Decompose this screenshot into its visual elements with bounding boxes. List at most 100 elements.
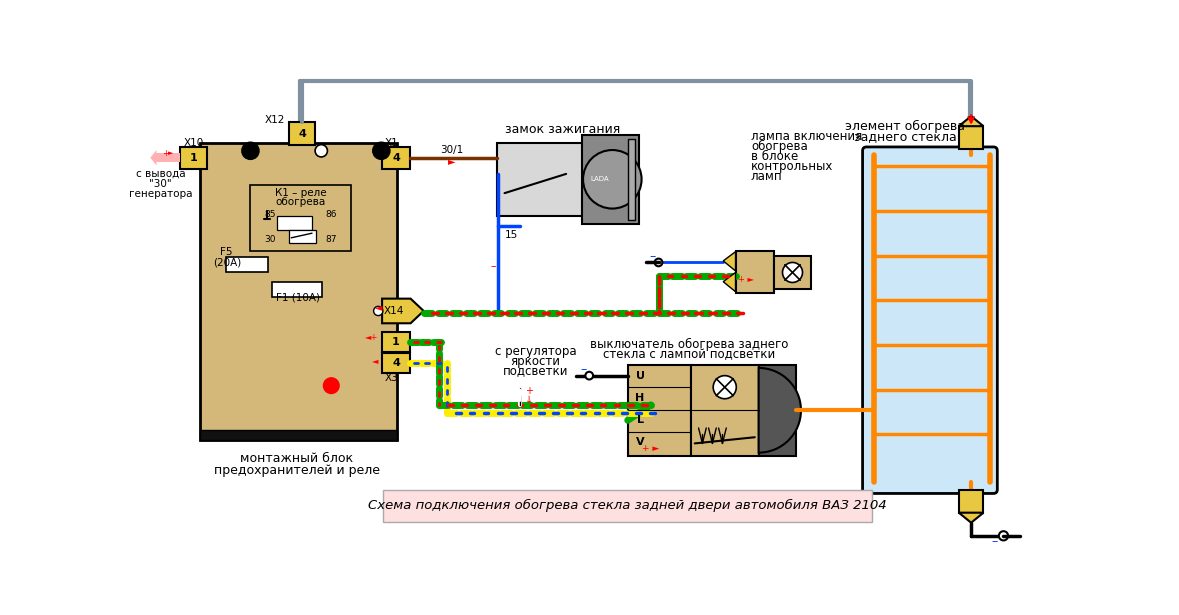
Polygon shape xyxy=(723,272,736,292)
Text: яркости: яркости xyxy=(511,354,560,368)
Bar xyxy=(382,147,410,169)
Text: X12: X12 xyxy=(265,115,285,125)
Text: ►: ► xyxy=(448,156,456,166)
Bar xyxy=(775,256,811,288)
Text: обогрева: обогрева xyxy=(751,140,808,154)
Text: заднего стекла: заднего стекла xyxy=(854,130,956,143)
Bar xyxy=(383,490,871,522)
Text: генератора: генератора xyxy=(129,189,192,199)
Text: +: + xyxy=(163,149,169,157)
Text: элемент обогрева: элемент обогрева xyxy=(845,120,964,133)
Bar xyxy=(272,282,322,297)
Text: стекла с лампой подсветки: стекла с лампой подсветки xyxy=(604,348,776,362)
Circle shape xyxy=(654,258,663,266)
Text: ►: ► xyxy=(167,150,173,156)
Polygon shape xyxy=(382,299,423,323)
Bar xyxy=(250,186,350,251)
Bar xyxy=(627,365,691,456)
Text: LADA: LADA xyxy=(590,177,608,182)
Circle shape xyxy=(323,378,340,394)
Text: –: – xyxy=(490,261,496,271)
Text: 1: 1 xyxy=(190,153,197,163)
Text: монтажный блок: монтажный блок xyxy=(241,452,354,466)
Bar xyxy=(627,139,635,220)
Circle shape xyxy=(373,142,390,159)
Bar xyxy=(382,353,410,373)
Bar xyxy=(382,331,410,352)
Text: ◄: ◄ xyxy=(371,355,378,365)
Text: 30/1: 30/1 xyxy=(441,145,463,155)
Polygon shape xyxy=(157,153,179,162)
Text: обогрева: обогрева xyxy=(276,197,325,207)
FancyBboxPatch shape xyxy=(863,147,997,493)
Text: с вывода: с вывода xyxy=(136,169,185,179)
Text: 87: 87 xyxy=(325,235,337,244)
Text: U: U xyxy=(635,371,645,381)
Text: (20А): (20А) xyxy=(213,258,242,268)
Text: F5: F5 xyxy=(219,247,232,258)
Bar xyxy=(226,257,268,272)
Circle shape xyxy=(242,142,259,159)
Circle shape xyxy=(584,150,641,208)
Text: H: H xyxy=(635,393,645,403)
Text: в блоке: в блоке xyxy=(751,151,798,164)
Text: L: L xyxy=(637,415,644,426)
Circle shape xyxy=(315,145,328,157)
Text: К1 – реле: К1 – реле xyxy=(275,188,327,198)
Text: –: – xyxy=(992,536,999,549)
Circle shape xyxy=(999,531,1008,541)
Text: выключатель обогрева заднего: выключатель обогрева заднего xyxy=(591,338,789,351)
Circle shape xyxy=(585,372,593,379)
Polygon shape xyxy=(151,150,157,165)
Text: X14: X14 xyxy=(383,306,404,316)
Circle shape xyxy=(783,263,803,282)
Text: 30: 30 xyxy=(264,235,276,244)
Bar xyxy=(179,147,208,169)
Bar xyxy=(277,216,312,230)
Bar xyxy=(736,251,775,293)
Polygon shape xyxy=(959,116,983,126)
Bar xyxy=(496,143,605,216)
Bar xyxy=(691,365,758,456)
Bar xyxy=(959,126,983,149)
Text: предохранителей и реле: предохранителей и реле xyxy=(213,464,380,477)
Text: 86: 86 xyxy=(325,210,337,219)
Text: F1 (10А): F1 (10А) xyxy=(276,292,321,302)
Circle shape xyxy=(374,306,383,315)
Text: контрольных: контрольных xyxy=(751,161,834,173)
Text: лампа включения: лампа включения xyxy=(751,130,862,143)
Text: "30": "30" xyxy=(149,179,172,189)
Text: + ►: + ► xyxy=(643,444,659,453)
Text: 4: 4 xyxy=(391,359,400,368)
Text: 15: 15 xyxy=(505,231,518,240)
Text: ◄: ◄ xyxy=(375,302,382,312)
Text: –: – xyxy=(650,250,656,263)
Wedge shape xyxy=(758,368,801,453)
Text: X10: X10 xyxy=(183,138,204,148)
Circle shape xyxy=(713,376,737,399)
Text: с регулятора: с регулятора xyxy=(494,344,577,357)
Text: X1: X1 xyxy=(386,138,399,148)
Bar xyxy=(581,135,639,224)
Text: ◄+: ◄+ xyxy=(364,333,378,342)
Polygon shape xyxy=(723,252,736,271)
Text: ↓: ↓ xyxy=(526,394,533,405)
Text: 4: 4 xyxy=(298,129,305,139)
Text: 4: 4 xyxy=(391,153,400,163)
Text: ламп: ламп xyxy=(751,170,783,183)
Text: 1: 1 xyxy=(393,337,400,347)
Bar xyxy=(959,490,983,513)
Text: X3: X3 xyxy=(386,373,399,383)
Text: подсветки: подсветки xyxy=(502,365,568,378)
Text: замок зажигания: замок зажигания xyxy=(505,123,620,136)
Bar xyxy=(758,365,796,456)
Text: +: + xyxy=(526,386,533,396)
Text: V: V xyxy=(635,437,645,447)
Bar xyxy=(289,122,315,145)
Bar xyxy=(200,430,396,440)
Text: –: – xyxy=(581,363,587,376)
Bar xyxy=(200,143,396,440)
Text: 85: 85 xyxy=(264,210,276,219)
Text: + ►: + ► xyxy=(738,275,753,284)
Bar xyxy=(289,230,316,243)
